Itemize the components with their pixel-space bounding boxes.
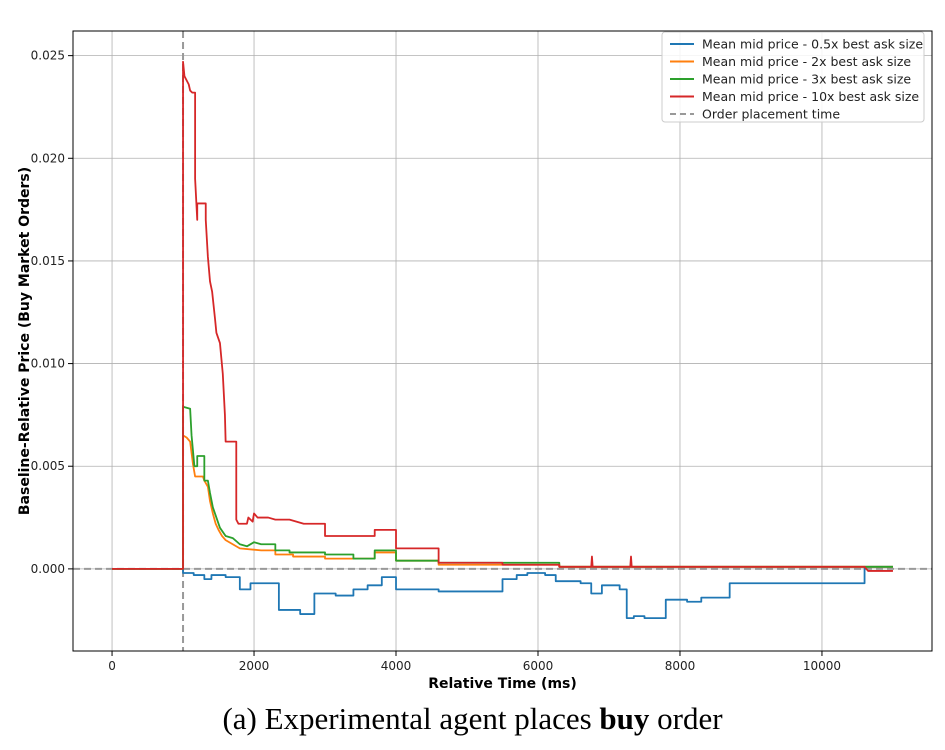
legend-label-series-3x: Mean mid price - 3x best ask size	[702, 72, 911, 87]
y-tick-label: 0.005	[31, 459, 65, 473]
y-axis-ticks: 0.000 0.005 0.010 0.015 0.020 0.025	[31, 49, 73, 576]
x-tick-label: 4000	[381, 659, 412, 673]
chart-canvas: 0 2000 4000 6000 8000 10000 0.0000.0050.0100.…	[17, 30, 933, 690]
caption-bold: buy	[599, 701, 650, 736]
y-tick-label: 0.000	[31, 562, 65, 576]
legend-label-series-2x: Mean mid price - 2x best ask size	[702, 54, 911, 69]
figure-caption: (a) Experimental agent places buy order	[0, 694, 945, 744]
series-lines	[112, 60, 893, 620]
y-tick-label: 0.020	[31, 151, 65, 165]
legend-label-series-0-5x: Mean mid price - 0.5x best ask size	[702, 37, 923, 52]
x-tick-label: 8000	[665, 659, 696, 673]
y-axis-label: Baseline-Relative Price (Buy Market Orde…	[17, 167, 33, 515]
legend-box	[661, 31, 925, 123]
series-2x-line	[112, 434, 893, 570]
y-tick-label: 0.010	[31, 357, 65, 371]
grid	[73, 31, 932, 651]
legend: Mean mid price - 0.5x best ask size Mean …	[661, 31, 925, 123]
y-tick-label: 0.025	[31, 49, 65, 63]
x-tick-label: 10000	[803, 659, 841, 673]
x-tick-label: 0	[108, 659, 116, 673]
legend-label-order-placement: Order placement time	[702, 107, 840, 122]
caption-prefix: (a) Experimental agent places	[222, 701, 600, 736]
x-axis-label: Relative Time (ms)	[428, 676, 577, 690]
x-axis-ticks: 0 2000 4000 6000 8000 10000	[108, 651, 841, 673]
y-tick-label: 0.015	[31, 254, 65, 268]
legend-label-series-10x: Mean mid price - 10x best ask size	[702, 89, 919, 104]
series-0-5x-line	[112, 565, 893, 620]
x-tick-label: 2000	[239, 659, 270, 673]
series-3x-line	[112, 405, 893, 570]
caption-suffix: order	[649, 701, 723, 736]
reference-lines	[73, 31, 932, 651]
plot-frame	[72, 30, 933, 652]
series-10x-line	[112, 60, 893, 572]
chart: 0 2000 4000 6000 8000 10000 0.000 0.005 0.010 0.…	[17, 30, 933, 690]
x-tick-label: 6000	[523, 659, 554, 673]
